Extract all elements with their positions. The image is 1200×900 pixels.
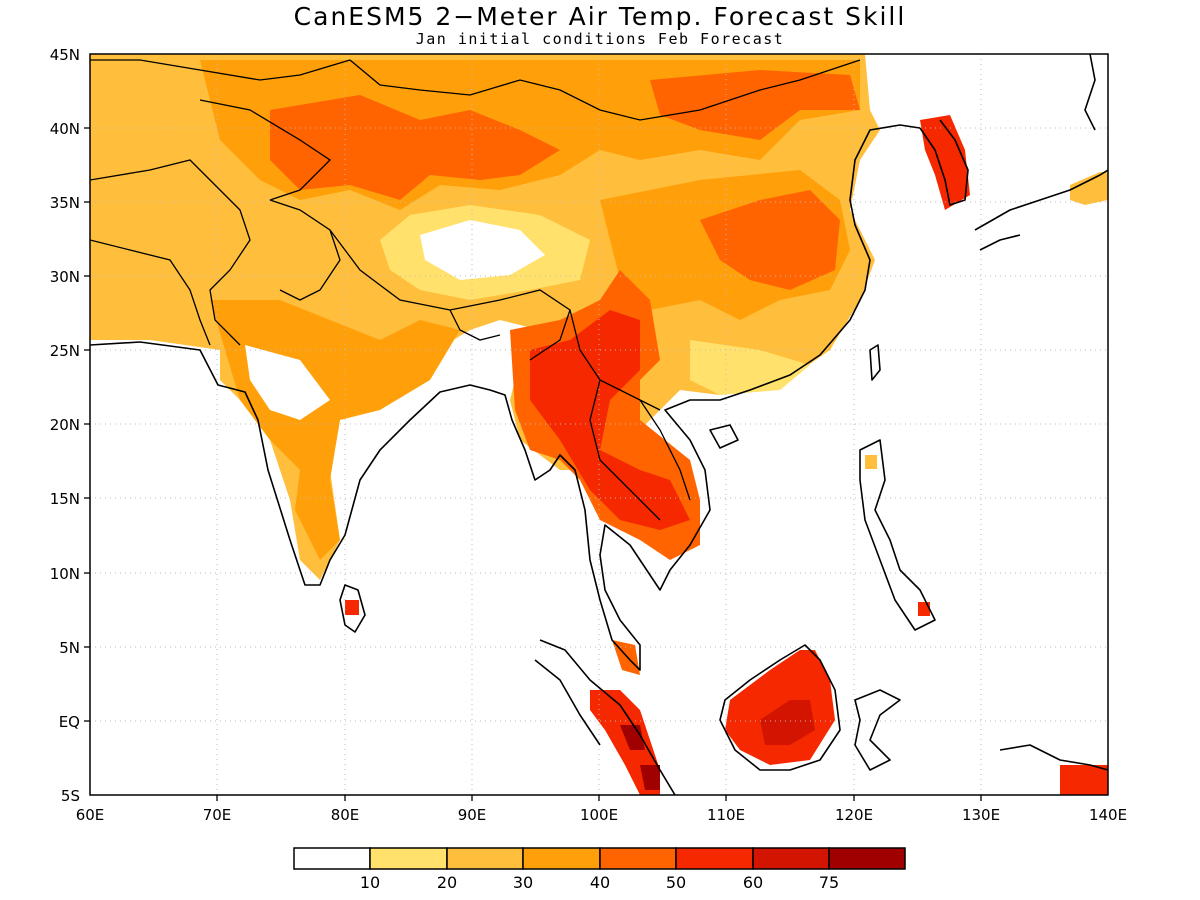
coast-korea [919, 119, 969, 206]
coastlines [90, 54, 1108, 795]
lat-tick-label: 5S [61, 787, 80, 805]
tick-marks [84, 127, 982, 801]
colorbar-box [599, 847, 677, 870]
colorbar-label: 60 [743, 873, 763, 892]
coast-japan [974, 169, 1108, 251]
region-india-white [245, 345, 330, 420]
coast-sumatra [534, 639, 676, 795]
lat-tick-label: 35N [50, 194, 80, 212]
region-indochina-core [530, 310, 690, 530]
coast-new-guinea [999, 744, 1108, 771]
lon-axis: 60E 70E 80E 90E 100E 110E 120E 130E 140E [76, 806, 1127, 824]
colorbar-label: 75 [819, 873, 839, 892]
colorbar-box [675, 847, 754, 870]
colorbar-label: 20 [437, 873, 457, 892]
map-subtitle: Jan initial conditions Feb Forecast [415, 30, 785, 48]
lat-tick-label: 5N [59, 639, 80, 657]
region-tarim [270, 95, 560, 200]
region-borneo-dark [760, 700, 815, 745]
colorbar-box [828, 847, 906, 870]
colorbar-box [446, 847, 524, 870]
region-philippines [865, 455, 877, 469]
region-sri-lanka [345, 600, 359, 615]
skill-field [90, 54, 1108, 795]
region-sumatra-dark [620, 725, 660, 790]
lon-tick-label: 80E [331, 806, 360, 824]
lon-tick-label: 110E [707, 806, 745, 824]
region-new-guinea [1060, 765, 1108, 795]
lat-tick-label: 10N [50, 565, 80, 583]
region-india-orange [210, 300, 460, 560]
lon-tick-label: 60E [76, 806, 105, 824]
colorbar-label: 10 [360, 873, 380, 892]
lon-tick-label: 140E [1089, 806, 1127, 824]
region-japan [1070, 172, 1108, 205]
lon-tick-label: 120E [835, 806, 873, 824]
colorbar-box [293, 847, 371, 870]
borders [90, 59, 861, 521]
lon-tick-label: 130E [962, 806, 1000, 824]
coast-sakhalin-north [1084, 54, 1096, 131]
coast-hainan [709, 424, 739, 449]
lon-tick-label: 90E [458, 806, 487, 824]
coast-sri-lanka [339, 584, 366, 633]
lon-tick-label: 70E [203, 806, 232, 824]
gridlines [90, 54, 1108, 795]
colorbar: 10 20 30 40 50 60 75 [293, 847, 906, 892]
region-mindanao [918, 602, 930, 616]
colorbar-label: 50 [666, 873, 686, 892]
coast-borneo [719, 644, 841, 771]
lat-tick-label: 25N [50, 342, 80, 360]
coast-philippines [859, 439, 936, 631]
coast-taiwan [869, 344, 881, 381]
colorbar-box [369, 847, 448, 870]
lat-tick-label: 45N [50, 46, 80, 64]
region-tibet-white2 [420, 220, 545, 280]
lat-tick-label: 20N [50, 416, 80, 434]
region-south-china-yellow [690, 340, 810, 395]
lat-axis: 45N 40N 35N 30N 25N 20N 15N 10N 5N EQ 5S [50, 46, 80, 805]
region-china-red [700, 190, 840, 290]
colorbar-label: 30 [513, 873, 533, 892]
lon-tick-label: 100E [580, 806, 618, 824]
colorbar-box [522, 847, 601, 870]
lat-tick-label: 40N [50, 120, 80, 138]
map-title: CanESM5 2−Meter Air Temp. Forecast Skill [293, 2, 907, 31]
lat-tick-label: 30N [50, 268, 80, 286]
colorbar-label: 40 [590, 873, 610, 892]
lat-tick-label: EQ [59, 713, 80, 731]
region-korea [920, 115, 970, 210]
lat-tick-label: 15N [50, 490, 80, 508]
colorbar-box [752, 847, 830, 870]
coast-sulawesi [854, 689, 901, 771]
region-mongolia [650, 70, 860, 140]
coast-arabia-india-china [90, 124, 921, 671]
